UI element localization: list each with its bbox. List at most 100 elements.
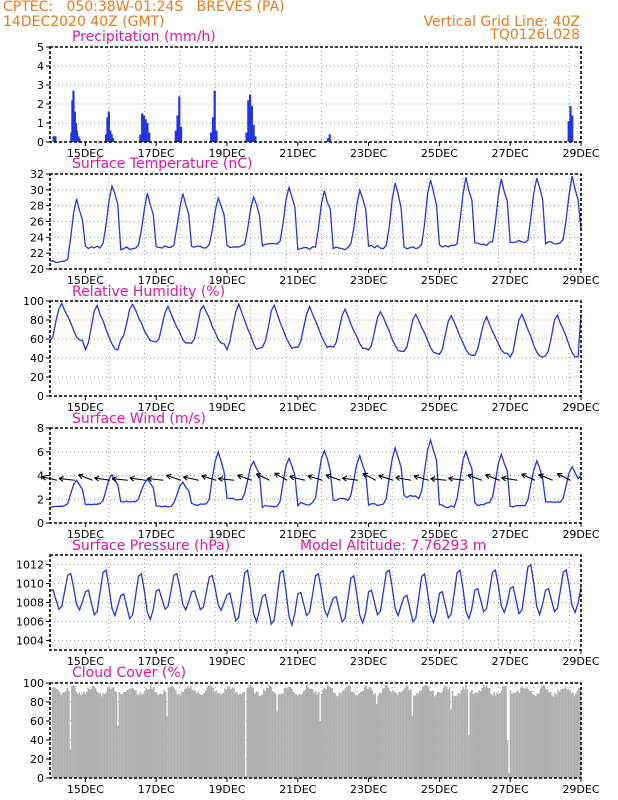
cloud-bar — [398, 692, 400, 778]
wind-vector — [521, 473, 536, 481]
cloud-bar — [112, 687, 115, 778]
wind-vector-head — [183, 475, 189, 478]
cloud-bar — [230, 689, 232, 778]
cloud-bar — [256, 691, 259, 778]
x-tick-label: 27DEC — [492, 655, 529, 668]
x-tick-label: 17DEC — [138, 274, 175, 287]
cloud-bar — [75, 691, 78, 778]
cloud-bar — [154, 692, 156, 778]
cloud-bar — [152, 686, 155, 778]
precip-bar — [245, 132, 248, 142]
cloud-bar — [96, 691, 98, 778]
x-tick-label: 27DEC — [492, 147, 529, 160]
wind-vector-head — [201, 474, 207, 477]
y-tick-label: 1010 — [16, 578, 44, 591]
cloud-bar — [432, 690, 434, 778]
cloud-bar — [221, 692, 223, 778]
x-tick-label: 19DEC — [208, 274, 245, 287]
cloud-bar — [523, 688, 525, 778]
cloud-bar — [377, 695, 379, 778]
cloud-bar — [329, 687, 332, 778]
cloud-bar — [567, 688, 570, 778]
precip-bar — [179, 126, 183, 142]
y-tick-label: 20 — [30, 753, 44, 766]
wind-vector — [448, 477, 465, 481]
cloud-bar — [246, 687, 249, 778]
cloud-bar — [87, 687, 90, 778]
cloud-bar — [381, 688, 384, 778]
wind-vector-head — [326, 473, 332, 476]
cloud-bar — [239, 693, 241, 778]
cloud-bar — [136, 694, 139, 778]
cloud-bar — [145, 688, 148, 778]
cloud-bar — [442, 687, 445, 778]
panel-frame — [49, 427, 582, 524]
cloud-bar — [99, 693, 101, 778]
y-tick-label: 32 — [30, 168, 44, 181]
cloud-bar — [558, 691, 561, 778]
cloud-bar — [138, 694, 140, 778]
wind-vector-head — [166, 474, 171, 480]
wind-vector-head — [78, 473, 84, 476]
panel-frame — [49, 554, 582, 651]
cloud-bar — [475, 692, 478, 778]
wind-vector — [58, 477, 75, 481]
cloud-bar — [81, 693, 84, 778]
cloud-bar — [248, 686, 250, 778]
cloud-bar — [193, 690, 195, 778]
cloud-bar — [265, 687, 268, 778]
cloud-bar — [314, 691, 317, 778]
cloud-bar — [173, 688, 176, 778]
cloud-bar — [63, 692, 66, 778]
y-tick-label: 4 — [37, 60, 44, 73]
cloud-bar — [372, 694, 375, 778]
x-tick-label: 19DEC — [208, 401, 245, 414]
cloud-bar — [157, 695, 159, 778]
cloud-bar — [526, 687, 528, 778]
cloud-bar — [448, 686, 451, 778]
cloud-bar — [282, 693, 284, 778]
x-tick-label: 27DEC — [492, 401, 529, 414]
precip-bar — [250, 105, 253, 142]
cloud-bar — [317, 692, 320, 778]
cloud-bar — [404, 687, 406, 778]
wind-vector — [111, 478, 128, 481]
cloud-bar — [325, 689, 327, 778]
cloud-bar — [139, 692, 142, 778]
wind-vector-head — [501, 477, 506, 482]
wind-vector-head — [217, 478, 223, 482]
cloud-bar — [509, 690, 512, 778]
wind-vector-head — [58, 477, 64, 482]
cloud-bar — [411, 716, 414, 778]
cloud-bar — [255, 691, 258, 778]
cloud-bar — [369, 687, 372, 778]
cloud-bar — [549, 691, 552, 778]
cloud-bar — [546, 688, 549, 778]
cloud-bar — [203, 692, 206, 778]
cloud-bar — [497, 694, 500, 778]
cloud-bar — [557, 689, 559, 778]
cloud-bar — [352, 691, 354, 778]
cloud-bar — [564, 686, 567, 778]
x-tick-label: 25DEC — [421, 783, 458, 796]
cloud-bar — [111, 688, 113, 778]
wind-vector-head — [274, 472, 278, 478]
cloud-bar — [441, 691, 443, 778]
wind-vector — [307, 475, 323, 481]
cloud-bar — [94, 688, 97, 778]
y-tick-label: 1 — [37, 117, 44, 130]
cloud-bar — [62, 692, 64, 778]
cloud-bar — [331, 687, 333, 778]
x-tick-label: 29DEC — [562, 274, 599, 287]
wind-vector-head — [41, 474, 47, 478]
cloud-bar — [56, 689, 58, 778]
cloud-bar — [358, 694, 360, 778]
wind-vector-head — [255, 473, 260, 479]
wind-vector — [430, 478, 447, 481]
y-tick-label: 2 — [37, 493, 44, 506]
wind-vector-head — [395, 477, 400, 482]
cloud-bar — [436, 691, 439, 778]
cloud-bar — [462, 687, 464, 778]
panel-frame — [49, 46, 582, 143]
